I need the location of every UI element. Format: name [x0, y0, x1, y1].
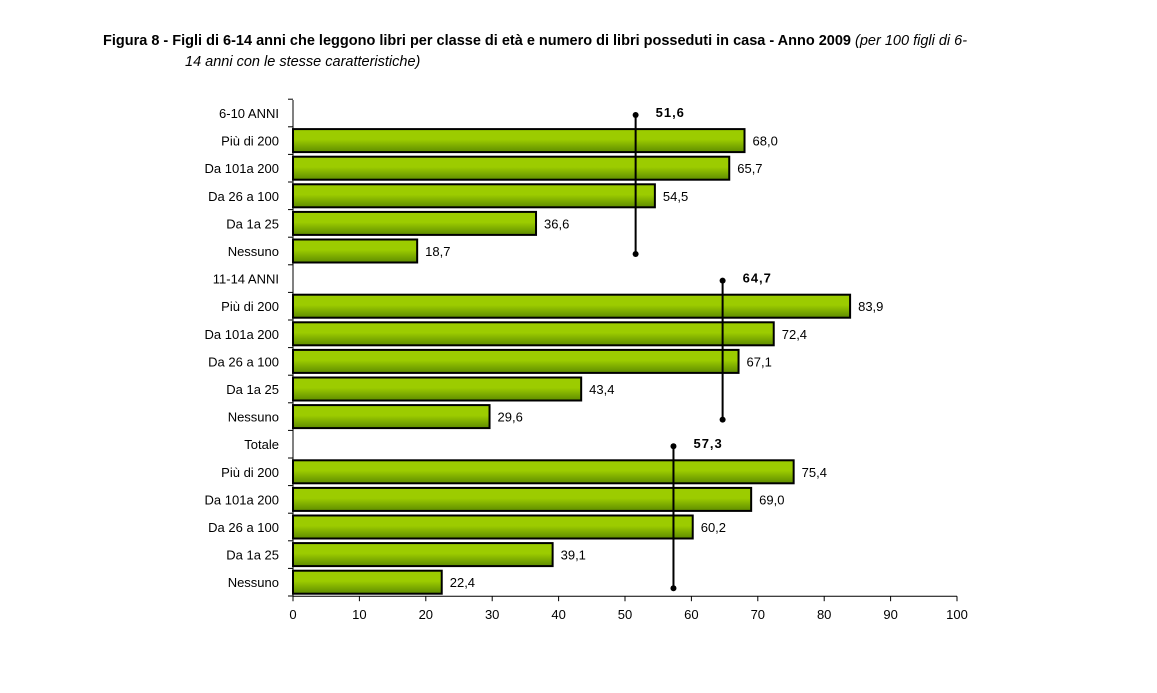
x-tick-label: 90 — [883, 607, 897, 622]
x-tick-label: 80 — [817, 607, 831, 622]
bar — [292, 183, 656, 209]
bar — [292, 293, 852, 319]
category-label: Più di 200 — [221, 299, 279, 314]
mean-label: 64,7 — [743, 271, 772, 286]
data-label: 54,5 — [663, 189, 688, 204]
data-label: 18,7 — [425, 244, 450, 259]
category-label: Più di 200 — [221, 465, 279, 480]
data-label: 67,1 — [747, 354, 772, 369]
data-label: 39,1 — [561, 548, 586, 563]
category-label: Più di 200 — [221, 134, 279, 149]
bar — [292, 128, 746, 154]
category-label: Da 26 a 100 — [208, 354, 279, 369]
group-label: Totale — [244, 437, 279, 452]
category-label: Da 26 a 100 — [208, 189, 279, 204]
bar — [292, 155, 731, 181]
bar — [292, 486, 753, 512]
mean-marker — [670, 443, 677, 450]
mean-label: 51,6 — [656, 105, 685, 120]
x-tick-label: 70 — [751, 607, 765, 622]
mean-marker — [632, 251, 639, 257]
x-tick-label: 10 — [352, 607, 366, 622]
category-label: Nessuno — [228, 575, 279, 590]
data-label: 22,4 — [450, 575, 475, 590]
data-label: 65,7 — [737, 161, 762, 176]
category-label: Nessuno — [228, 244, 279, 259]
x-tick-label: 40 — [551, 607, 565, 622]
data-label: 43,4 — [589, 382, 614, 397]
mean-marker — [719, 277, 726, 284]
bar — [292, 404, 491, 430]
data-label: 69,0 — [759, 492, 784, 507]
chart-subtitle: 14 anni con le stesse caratteristiche) — [185, 54, 421, 70]
group-label: 6-10 ANNI — [219, 106, 279, 121]
data-label: 29,6 — [498, 410, 523, 425]
category-label: Da 26 a 100 — [208, 520, 279, 535]
group-label: 11-14 ANNI — [213, 272, 279, 287]
x-tick-label: 50 — [618, 607, 632, 622]
category-label: Da 1a 25 — [226, 382, 279, 397]
x-tick-label: 100 — [946, 607, 968, 622]
bar — [292, 348, 740, 374]
category-label: Da 1a 25 — [226, 548, 279, 563]
data-label: 83,9 — [858, 299, 883, 314]
x-tick-label: 0 — [289, 607, 296, 622]
mean-marker — [632, 112, 639, 118]
x-tick-label: 20 — [419, 607, 433, 622]
category-label: Nessuno — [228, 410, 279, 425]
category-label: Da 101a 200 — [205, 327, 279, 342]
data-label: 75,4 — [802, 465, 827, 480]
bar — [292, 459, 795, 485]
bar — [292, 321, 775, 347]
chart-title: Figura 8 - Figli di 6-14 anni che leggon… — [103, 33, 968, 49]
data-label: 72,4 — [782, 327, 807, 342]
data-label: 68,0 — [753, 134, 778, 149]
x-tick-label: 60 — [684, 607, 698, 622]
bar — [292, 376, 583, 402]
category-label: Da 101a 200 — [205, 492, 279, 507]
bar — [292, 210, 538, 236]
bar — [292, 514, 694, 540]
data-label: 60,2 — [701, 520, 726, 535]
category-label: Da 101a 200 — [205, 161, 279, 176]
bar — [292, 238, 419, 264]
x-tick-label: 30 — [485, 607, 499, 622]
mean-marker — [670, 585, 677, 592]
data-label: 36,6 — [544, 216, 569, 231]
category-label: Da 1a 25 — [226, 216, 279, 231]
mean-marker — [719, 416, 726, 423]
bar — [292, 542, 554, 568]
bar — [292, 569, 443, 595]
mean-label: 57,3 — [693, 436, 722, 451]
